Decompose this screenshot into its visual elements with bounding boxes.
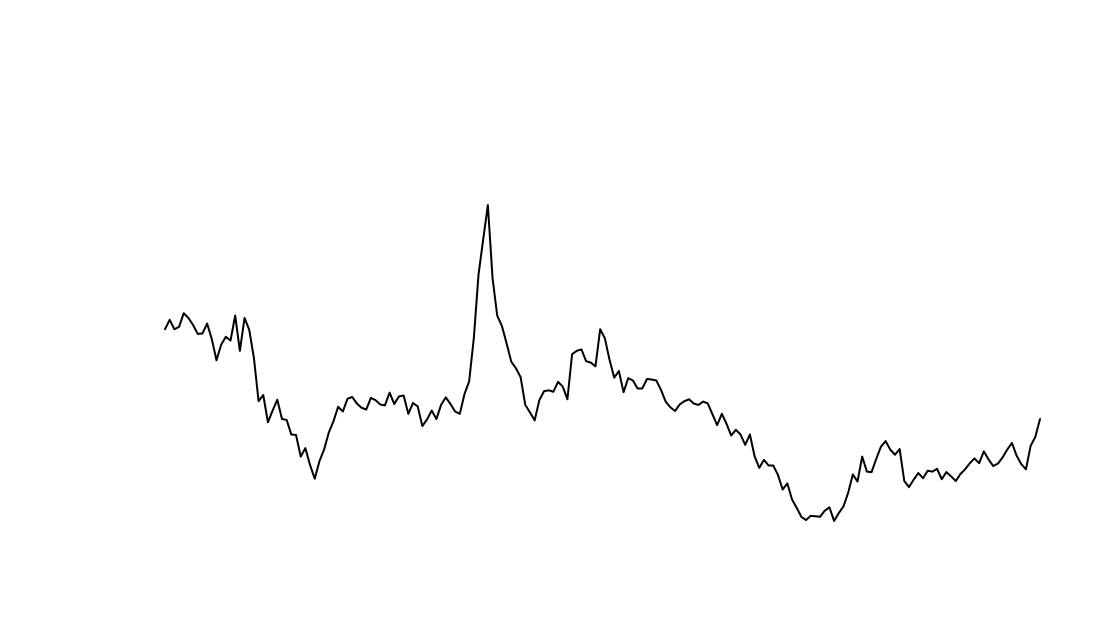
series-line-1 xyxy=(164,204,1041,522)
plot-area xyxy=(164,204,1041,522)
